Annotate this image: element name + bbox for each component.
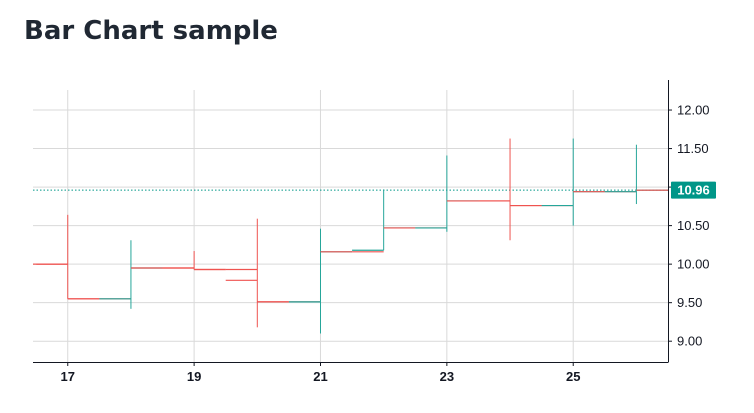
- x-tick-label: 19: [187, 369, 201, 384]
- ohlc-bar[interactable]: [288, 228, 353, 334]
- ohlc-bar[interactable]: [415, 155, 479, 232]
- x-tick-label: 25: [566, 369, 580, 384]
- grid-lines: [33, 90, 668, 362]
- y-tick-label: 10.50: [677, 218, 710, 233]
- y-tick-label: 11.50: [677, 141, 709, 156]
- y-tick-label: 12.00: [677, 103, 710, 118]
- ohlc-bar[interactable]: [478, 138, 542, 241]
- ohlc-bar[interactable]: [36, 214, 100, 300]
- last-price-tag-label: 10.96: [677, 183, 710, 198]
- ohlc-bar[interactable]: [541, 138, 605, 226]
- ohlc-bar[interactable]: [99, 240, 163, 309]
- x-axis-tick-labels: 17 19 21 23 25: [61, 369, 581, 384]
- y-tick-label: 9.50: [677, 295, 702, 310]
- y-tick-label: 10.00: [677, 257, 710, 272]
- ohlc-bar[interactable]: [352, 189, 416, 251]
- ohlc-bar[interactable]: [604, 144, 668, 205]
- ohlc-bar[interactable]: [162, 251, 226, 271]
- ohlc-bar[interactable]: [225, 218, 289, 328]
- axes: [33, 80, 672, 366]
- last-price-tag-box: [671, 181, 716, 199]
- x-tick-label: 17: [61, 369, 75, 384]
- page-title: Bar Chart sample: [24, 16, 278, 46]
- y-tick-label: 9.00: [677, 334, 702, 349]
- ohlc-bars[interactable]: [33, 138, 668, 334]
- x-tick-label: 23: [440, 369, 454, 384]
- x-tick-label: 21: [313, 369, 327, 384]
- last-price-tag: 10.96: [671, 181, 716, 199]
